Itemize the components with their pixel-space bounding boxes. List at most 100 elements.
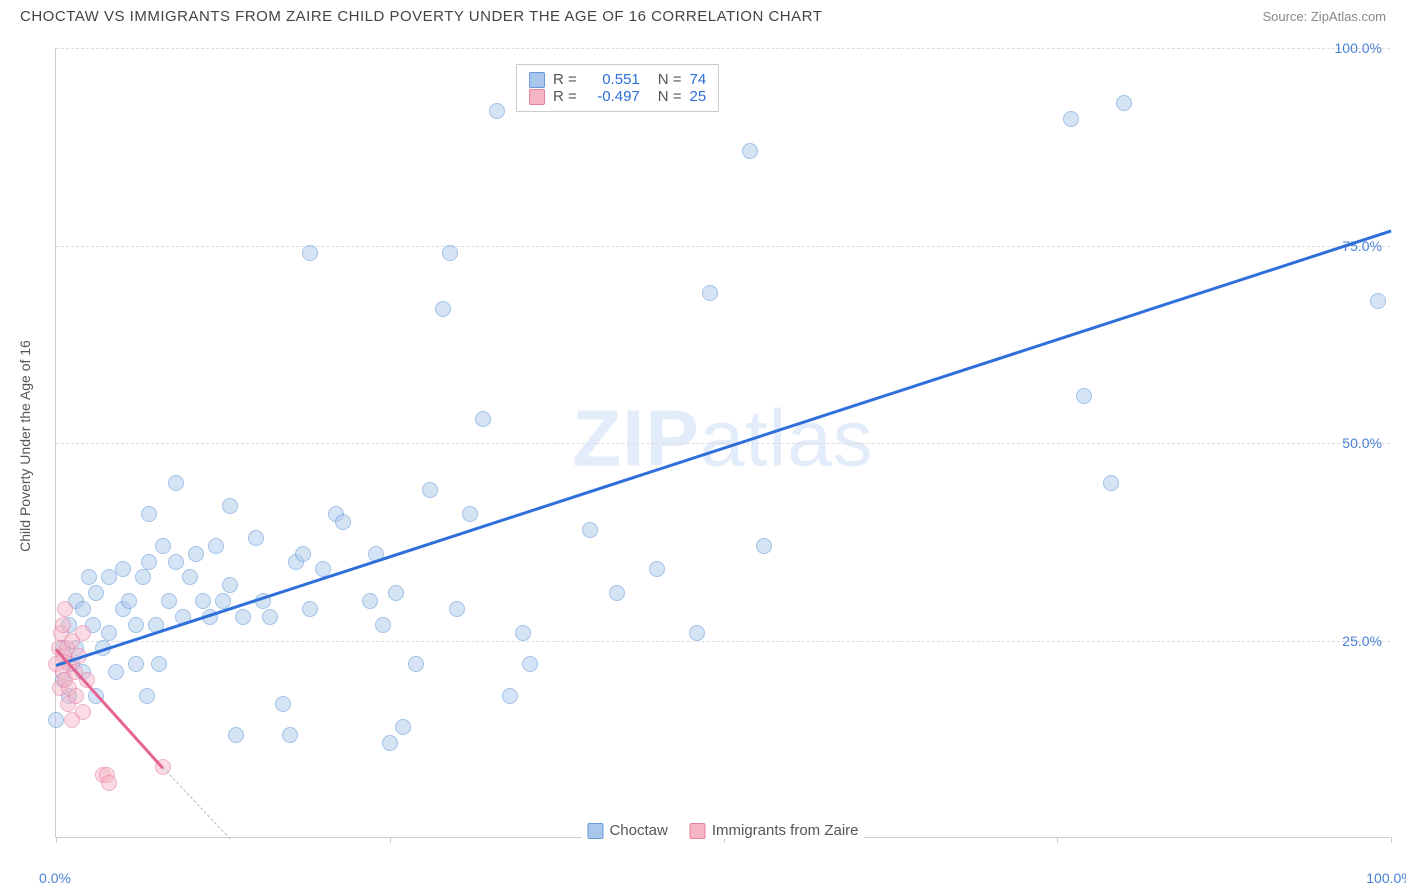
gridline-h (56, 443, 1390, 444)
x-tick (56, 837, 57, 843)
chart-source: Source: ZipAtlas.com (1262, 9, 1386, 24)
data-point (275, 696, 291, 712)
data-point (742, 143, 758, 159)
data-point (756, 538, 772, 554)
data-point (182, 569, 198, 585)
data-point (101, 775, 117, 791)
data-point (128, 656, 144, 672)
data-point (375, 617, 391, 633)
data-point (449, 601, 465, 617)
data-point (1103, 475, 1119, 491)
legend-item: Immigrants from Zaire (690, 822, 859, 839)
data-point (222, 577, 238, 593)
data-point (462, 506, 478, 522)
chart-plot-area: ZIPatlas 25.0%50.0%75.0%100.0%R =0.551N … (55, 48, 1390, 838)
data-point (1116, 95, 1132, 111)
data-point (282, 727, 298, 743)
y-axis-label: Child Poverty Under the Age of 16 (17, 340, 33, 552)
n-value: 25 (690, 88, 707, 105)
y-tick-label: 50.0% (1342, 435, 1382, 451)
data-point (139, 688, 155, 704)
watermark: ZIPatlas (572, 392, 873, 484)
data-point (81, 569, 97, 585)
data-point (489, 103, 505, 119)
data-point (689, 625, 705, 641)
data-point (1076, 388, 1092, 404)
r-value: -0.497 (585, 88, 640, 105)
n-label: N = (658, 88, 682, 105)
r-label: R = (553, 88, 577, 105)
data-point (168, 475, 184, 491)
data-point (408, 656, 424, 672)
stats-legend-row: R = -0.497 N = 25 (529, 88, 706, 105)
watermark-bold: ZIP (572, 393, 699, 482)
data-point (115, 561, 131, 577)
data-point (141, 506, 157, 522)
n-value: 74 (690, 71, 707, 88)
legend-item: Choctaw (587, 822, 667, 839)
series-legend: Choctaw Immigrants from Zaire (581, 822, 864, 839)
trend-line (162, 767, 229, 839)
data-point (382, 735, 398, 751)
data-point (57, 601, 73, 617)
y-tick-label: 100.0% (1335, 40, 1382, 56)
data-point (422, 482, 438, 498)
data-point (335, 514, 351, 530)
chart-header: CHOCTAW VS IMMIGRANTS FROM ZAIRE CHILD P… (0, 0, 1406, 29)
data-point (128, 617, 144, 633)
stats-legend-row: R =0.551N =74 (529, 71, 706, 88)
x-tick (1057, 837, 1058, 843)
data-point (582, 522, 598, 538)
data-point (121, 593, 137, 609)
data-point (362, 593, 378, 609)
x-tick (1391, 837, 1392, 843)
data-point (442, 245, 458, 261)
data-point (222, 498, 238, 514)
data-point (55, 617, 71, 633)
x-tick (390, 837, 391, 843)
data-point (195, 593, 211, 609)
data-point (151, 656, 167, 672)
data-point (108, 664, 124, 680)
r-value: 0.551 (585, 71, 640, 88)
data-point (75, 625, 91, 641)
data-point (48, 712, 64, 728)
data-point (141, 554, 157, 570)
data-point (68, 688, 84, 704)
data-point (522, 656, 538, 672)
data-point (702, 285, 718, 301)
data-point (248, 530, 264, 546)
gridline-h (56, 246, 1390, 247)
legend-swatch (529, 89, 545, 105)
data-point (75, 704, 91, 720)
data-point (168, 554, 184, 570)
data-point (228, 727, 244, 743)
data-point (649, 561, 665, 577)
data-point (235, 609, 251, 625)
data-point (88, 585, 104, 601)
legend-swatch (690, 823, 706, 839)
data-point (609, 585, 625, 601)
data-point (388, 585, 404, 601)
legend-swatch (587, 823, 603, 839)
chart-title: CHOCTAW VS IMMIGRANTS FROM ZAIRE CHILD P… (20, 8, 822, 25)
stats-legend: R = 0.551 N = 74R = -0.497 N = 25 (516, 64, 719, 112)
gridline-h (56, 48, 1390, 49)
x-tick-label: 100.0% (1366, 870, 1406, 886)
data-point (302, 245, 318, 261)
data-point (302, 601, 318, 617)
data-point (101, 625, 117, 641)
y-tick-label: 25.0% (1342, 633, 1382, 649)
data-point (208, 538, 224, 554)
data-point (75, 601, 91, 617)
data-point (155, 538, 171, 554)
data-point (188, 546, 204, 562)
r-label: R = (553, 71, 577, 88)
legend-label: Immigrants from Zaire (712, 822, 859, 839)
gridline-h (56, 641, 1390, 642)
data-point (435, 301, 451, 317)
x-tick-label: 0.0% (39, 870, 71, 886)
data-point (135, 569, 151, 585)
legend-label: Choctaw (609, 822, 667, 839)
data-point (161, 593, 177, 609)
